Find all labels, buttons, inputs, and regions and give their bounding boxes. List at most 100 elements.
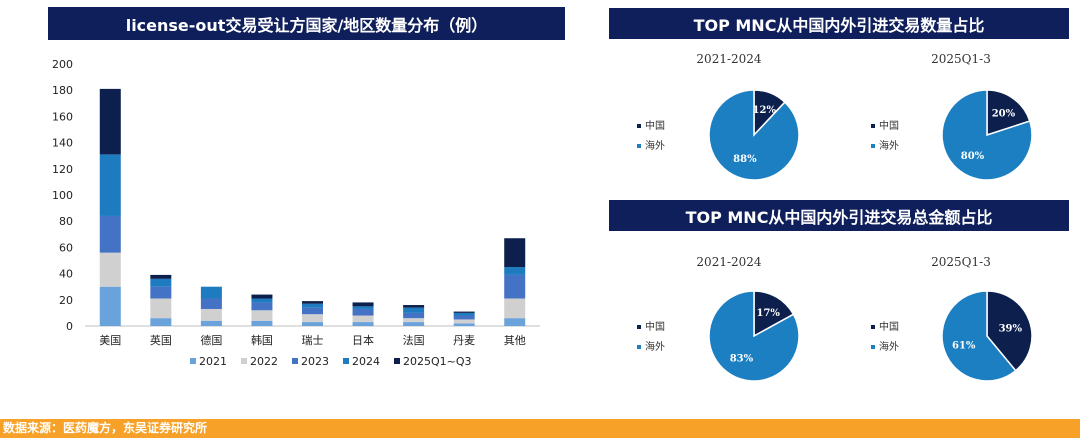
pie-data-label: 39% — [999, 324, 1023, 335]
bar-segment-2023 — [99, 215, 121, 253]
pie-slice-china — [753, 290, 795, 338]
stacked-bar-chart: 0 20 40 60 80 100 120 140 160 180 200 美国 英国 德国 韩国 瑞士 日本 法… — [52, 58, 540, 368]
bar-segment-2025q1-q3 — [251, 294, 273, 299]
y-tick-label: 180 — [52, 84, 73, 97]
pie-title: 2025Q1-3 — [931, 52, 991, 66]
bar-segment-2022 — [453, 319, 475, 324]
bar-segment-2022 — [200, 308, 222, 321]
y-tick-label: 100 — [52, 189, 73, 202]
bar-segment-2023 — [200, 298, 222, 309]
pie-legend-label: 海外 — [879, 139, 899, 152]
pie-data-label: 88% — [733, 154, 757, 165]
pie-data-label: 17% — [756, 308, 780, 319]
pie-slice-overseas — [708, 89, 800, 181]
bar-segment-2024 — [302, 303, 323, 308]
pie-title: 2021-2024 — [696, 52, 761, 66]
bar-segment-2023 — [403, 312, 425, 319]
bar-segment-2024 — [200, 286, 222, 299]
pie-legend-label: 海外 — [645, 139, 665, 152]
y-tick-label: 140 — [52, 137, 73, 150]
pie-data-label: 83% — [730, 353, 754, 364]
bar-segment-2023 — [504, 274, 526, 299]
pie-legend-label: 中国 — [645, 119, 665, 132]
pie-charts: 2021-202412%88%中国海外2025Q1-320%80%中国海外202… — [637, 52, 1033, 382]
source-footer: 数据来源：医药魔方，东吴证券研究所 — [0, 419, 1080, 438]
bar-legend: 2021 2022 2023 2024 2025Q1~Q3 — [190, 355, 472, 368]
bar-segment-2021 — [352, 322, 374, 326]
bar-segment-2022 — [99, 252, 121, 287]
pie-title: 2025Q1-3 — [931, 255, 991, 269]
bar-segment-2021 — [504, 318, 526, 326]
pie-slice-china — [986, 89, 1031, 137]
pie-legend-label: 中国 — [879, 320, 899, 333]
legend-label: 2022 — [250, 355, 278, 368]
bar-segment-2021 — [251, 320, 273, 326]
bar-segment-2023 — [302, 307, 323, 315]
y-tick-label: 200 — [52, 58, 73, 71]
bar-segment-2023 — [150, 286, 172, 299]
pie-legend-swatch — [871, 345, 875, 349]
x-category-label: 德国 — [200, 333, 222, 347]
pie-legend-swatch — [871, 124, 875, 128]
x-category-label: 日本 — [352, 333, 374, 347]
bar-segment-2023 — [453, 315, 475, 320]
bar-segment-2025q1-q3 — [302, 301, 323, 304]
pie-legend-swatch — [637, 124, 641, 128]
bar-segment-2022 — [251, 310, 273, 321]
y-tick-label: 80 — [59, 215, 73, 228]
pie-slice-overseas — [941, 290, 1017, 382]
bar-segment-2024 — [99, 154, 121, 216]
bar-segment-2021 — [200, 320, 222, 326]
legend-label: 2023 — [301, 355, 329, 368]
pie-section-count-title: TOP MNC从中国内外引进交易数量占比 — [609, 8, 1069, 39]
x-category-label: 美国 — [99, 334, 121, 347]
bar-segment-2025q1-q3 — [352, 302, 374, 307]
pie-data-label: 61% — [952, 340, 976, 351]
legend-swatch — [190, 358, 196, 364]
pie-data-label: 80% — [961, 151, 985, 162]
legend-swatch — [292, 358, 298, 364]
bar-segment-2025q1-q3 — [99, 88, 121, 155]
x-category-label: 英国 — [150, 333, 172, 347]
legend-swatch — [241, 358, 247, 364]
pie-data-label: 20% — [992, 108, 1016, 119]
chart-canvas: 0 20 40 60 80 100 120 140 160 180 200 美国 英国 德国 韩国 瑞士 日本 法… — [52, 52, 1033, 382]
x-category-label: 韩国 — [251, 333, 273, 347]
pie-legend-swatch — [637, 345, 641, 349]
legend-swatch — [394, 358, 400, 364]
bar-segment-2021 — [150, 318, 172, 326]
bar-segment-2021 — [99, 286, 121, 326]
y-tick-label: 40 — [59, 268, 73, 281]
x-category-label: 法国 — [403, 333, 425, 347]
bar-chart-title: license-out交易受让方国家/地区数量分布（例） — [48, 7, 565, 40]
pie-slice-overseas — [941, 89, 1033, 181]
x-category-label: 瑞士 — [302, 333, 324, 347]
bar-segment-2024 — [403, 307, 425, 313]
pie-legend-label: 海外 — [879, 340, 899, 353]
pie-legend-swatch — [871, 144, 875, 148]
pie-legend-label: 中国 — [645, 320, 665, 333]
bar-segment-2024 — [251, 298, 273, 303]
pie-slice-overseas — [708, 290, 800, 382]
pie-data-label: 12% — [753, 105, 777, 116]
bar-segment-2024 — [453, 312, 475, 316]
bar-segment-2022 — [302, 314, 323, 323]
x-category-label: 丹麦 — [453, 334, 475, 347]
pie-legend-label: 中国 — [879, 119, 899, 132]
legend-label: 2021 — [199, 355, 227, 368]
y-tick-label: 20 — [59, 294, 73, 307]
bar-segment-2021 — [403, 322, 425, 326]
bar-segment-2025q1-q3 — [453, 311, 475, 313]
pie-legend-swatch — [871, 325, 875, 329]
pie-section-amount-title: TOP MNC从中国内外引进交易总金额占比 — [609, 200, 1069, 231]
pie-title: 2021-2024 — [696, 255, 761, 269]
bar-segment-2024 — [504, 267, 526, 275]
pie-legend-swatch — [637, 325, 641, 329]
bar-segment-2022 — [504, 298, 526, 319]
pie-legend-swatch — [637, 144, 641, 148]
legend-swatch — [343, 358, 349, 364]
bar-segment-2022 — [352, 315, 374, 323]
